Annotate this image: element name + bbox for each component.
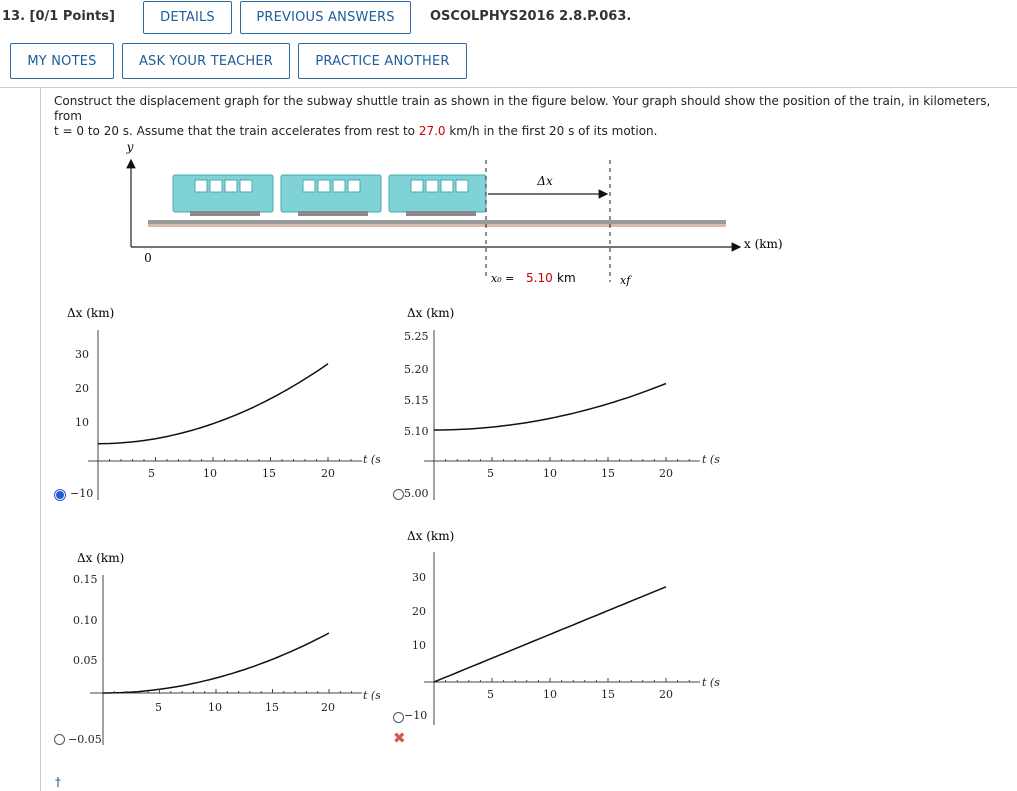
speed-value: 27.0 [418,124,446,138]
graph-3-curve [103,632,330,694]
graph-1-xtick: 10 [203,467,217,480]
graph-1-ytick: 30 [75,348,89,361]
graph-2-ytick: 5.25 [404,330,429,343]
graph-3-ytick: 0.05 [73,654,98,667]
graph-4-curve [433,586,667,683]
option-1-radio[interactable] [54,489,66,501]
graph-3-xtick: 20 [321,701,335,714]
graph-4-ytick: 10 [412,639,426,652]
graph-2-xtick: 5 [487,467,494,480]
dagger-icon: † [55,775,61,789]
option-2-radio[interactable] [393,489,404,500]
graph-4-xtick: 15 [601,688,615,701]
graph-4-xlabel: t (s) [702,676,720,689]
train-windows [194,179,469,193]
graph-2-curve [434,382,667,431]
graph-2-xtick: 10 [543,467,557,480]
graph-option-4: Δx (km) 30 20 10 −10 5 10 15 20 t (s) [404,529,720,725]
x0-label: x₀ = [491,272,514,285]
x0-unit: km [557,271,576,285]
option-3-radio[interactable] [54,734,65,745]
graph-2-ylabel: Δx (km) [407,306,454,320]
graph-2-ytick: 5.10 [404,425,429,438]
graph-1-ytick: 20 [75,382,89,395]
my-notes-button[interactable]: MY NOTES [10,43,114,79]
train-car-2 [280,174,382,213]
x0-value: 5.10 [526,271,553,285]
graph-1-xtick: 5 [148,467,155,480]
graph-2-ytick: 5.20 [404,363,429,376]
figure-origin-label: 0 [144,251,152,265]
graph-option-2: Δx (km) 5.25 5.20 5.15 5.10 5.00 5 10 15… [404,306,720,500]
incorrect-icon: ✖ [393,729,406,747]
question-number: 13. [0/1 Points] [2,9,115,24]
graph-2-ytick: 5.00 [404,487,429,500]
header-divider [0,87,1017,88]
figure-y-label: y [126,140,134,154]
previous-answers-button[interactable]: PREVIOUS ANSWERS [240,1,411,34]
practice-another-button[interactable]: PRACTICE ANOTHER [298,43,467,79]
ask-your-teacher-button[interactable]: ASK YOUR TEACHER [122,43,290,79]
question-prompt: Construct the displacement graph for the… [54,94,1014,139]
graph-3-ytick: −0.05 [68,733,102,746]
details-button[interactable]: DETAILS [143,1,232,34]
graph-2-xtick: 20 [659,467,673,480]
graph-4-ytick: 20 [412,605,426,618]
graph-1-xtick: 15 [262,467,276,480]
option-4-radio[interactable] [393,712,404,723]
graph-1-curve [97,363,329,445]
graph-4-ytick: 30 [412,571,426,584]
graph-option-1: Δx (km) 30 20 10 −10 5 10 15 20 t (s) [67,306,380,500]
graph-2-xtick: 15 [601,467,615,480]
graph-option-3: Δx (km) 0.15 0.10 0.05 −0.05 5 10 15 20 … [68,551,380,746]
delta-x-label: Δx [536,174,553,188]
graph-4-ylabel: Δx (km) [407,529,454,543]
graph-1-xlabel: t (s) [363,453,380,466]
graph-3-xtick: 15 [265,701,279,714]
graph-4-xtick: 20 [659,688,673,701]
prompt-line-2: t = 0 to 20 s. Assume that the train acc… [54,124,658,138]
xf-label: xf [620,274,632,287]
figure-x-label: x (km) [744,237,783,251]
graph-3-xtick: 10 [208,701,222,714]
graph-1-ytick: 10 [75,416,89,429]
graph-2-xlabel: t (s) [702,453,720,466]
problem-reference: OSCOLPHYS2016 2.8.P.063. [430,9,632,24]
graph-3-ylabel: Δx (km) [77,551,124,565]
graph-4-xtick: 10 [543,688,557,701]
graph-2-ytick: 5.15 [404,394,429,407]
train-car-1 [172,174,274,213]
graph-1-xtick: 20 [321,467,335,480]
graph-3-xlabel: t (s) [363,689,380,702]
graph-1-ylabel: Δx (km) [67,306,114,320]
graph-3-xtick: 5 [155,701,162,714]
graph-1-ytick: −10 [70,487,93,500]
prompt-line-1: Construct the displacement graph for the… [54,94,991,123]
graph-4-ytick: −10 [404,709,427,722]
graph-3-ytick: 0.10 [73,614,98,627]
answer-left-rule [40,88,41,791]
train-figure: y x (km) 0 Δx x₀ = 5.10 km xf [126,140,783,287]
rail [148,220,726,224]
graph-4-xtick: 5 [487,688,494,701]
graph-3-ytick: 0.15 [73,573,98,586]
rail-ties [148,224,726,227]
